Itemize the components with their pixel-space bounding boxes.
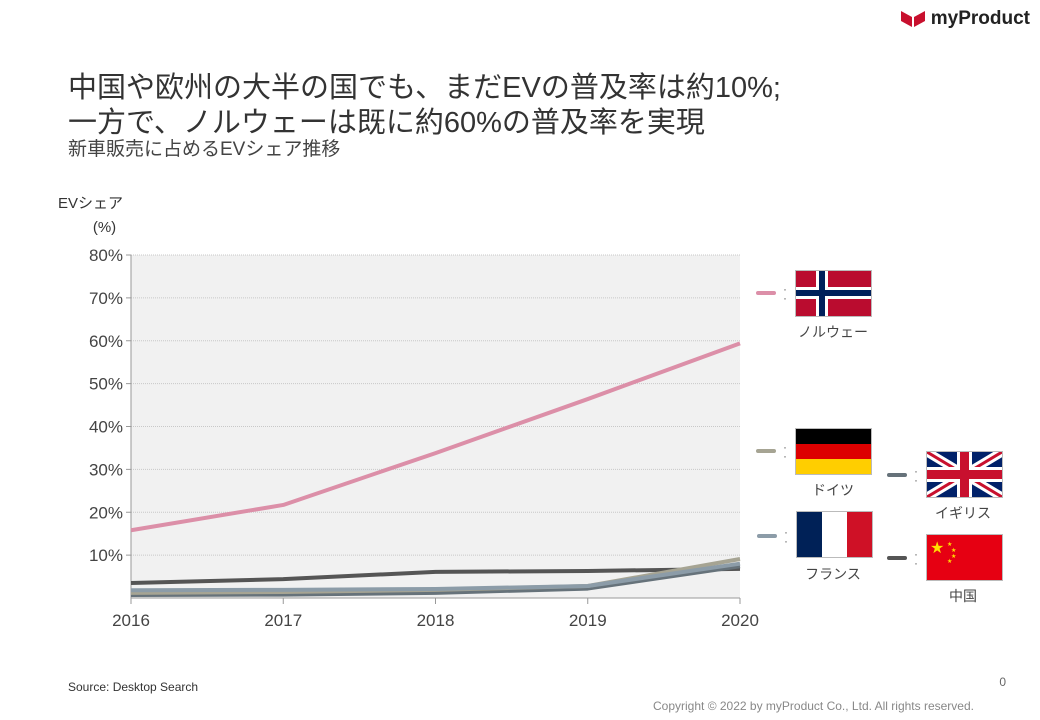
logo-text: myProduct [930, 8, 1030, 29]
svg-text:★: ★ [947, 558, 952, 565]
x-tick-label: 2019 [569, 611, 607, 630]
title-line-2: 一方で、ノルウェーは既に約60%の普及率を実現 [68, 107, 705, 139]
legend-label-france: フランス [805, 566, 861, 582]
y-tick-label: 10% [89, 546, 123, 565]
legend-swatch-france [757, 534, 777, 538]
x-tick-label: 2018 [417, 611, 455, 630]
svg-text:★: ★ [930, 540, 944, 557]
colon: · · [914, 464, 918, 487]
x-tick-label: 2016 [112, 611, 150, 630]
page-number: 0 [999, 675, 1006, 689]
copyright: Copyright © 2022 by myProduct Co., Ltd. … [653, 699, 974, 713]
logo: myProduct [899, 8, 1030, 30]
legend-swatch-uk [887, 473, 907, 477]
y-tick-label: 70% [89, 289, 123, 308]
colon: · · [783, 282, 787, 305]
china-flag: ★ ★ ★ ★ ★ [926, 534, 1003, 581]
y-axis-title: EVシェア (%) [58, 192, 123, 240]
y-tick-label: 20% [89, 503, 123, 522]
colon: · · [914, 547, 918, 570]
x-tick-label: 2020 [721, 611, 759, 630]
x-tick-label: 2017 [264, 611, 302, 630]
logo-icon [900, 11, 925, 27]
colon: · · [784, 525, 788, 548]
uk-flag [924, 448, 1005, 501]
svg-text:★: ★ [951, 553, 956, 560]
legend-label-germany: ドイツ [812, 482, 854, 498]
y-tick-label: 60% [89, 332, 123, 351]
legend-label-china: 中国 [949, 588, 977, 604]
y-tick-label: 30% [89, 460, 123, 479]
y-tick-label: 40% [89, 418, 123, 437]
legend-swatch-china [887, 556, 907, 560]
svg-text:★: ★ [947, 541, 952, 548]
colon: · · [783, 440, 787, 463]
title-line-1: 中国や欧州の大半の国でも、まだEVの普及率は約10%; [68, 72, 781, 104]
source-note: Source: Desktop Search [68, 680, 199, 694]
y-axis-unit: (%) [92, 219, 117, 236]
series-line-イギリス [130, 564, 741, 597]
series-line-中国 [130, 566, 741, 585]
legend-swatch-germany [756, 449, 776, 453]
legend-label-norway: ノルウェー [798, 324, 868, 340]
subtitle: 新車販売に占めるEVシェア推移 [68, 139, 341, 160]
y-axis-title-text: EVシェア [58, 195, 124, 212]
svg-text:★: ★ [951, 547, 956, 554]
y-tick-label: 50% [89, 375, 123, 394]
france-flag [796, 511, 873, 558]
y-tick-label: 80% [89, 246, 123, 265]
germany-flag [795, 428, 872, 475]
series-line-ノルウェー [130, 341, 741, 533]
legend-swatch-norway [756, 291, 776, 295]
legend-label-uk: イギリス [935, 505, 991, 521]
series-line-フランス [130, 561, 741, 593]
norway-flag [795, 270, 872, 317]
